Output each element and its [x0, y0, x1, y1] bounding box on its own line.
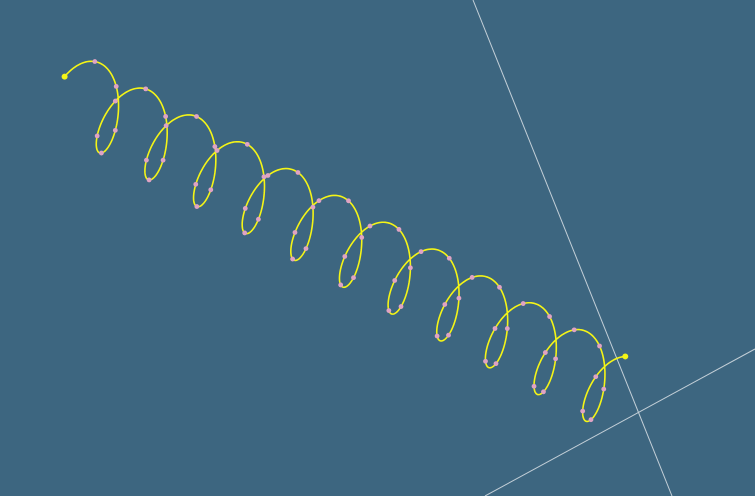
control-point[interactable] — [396, 227, 402, 232]
control-point[interactable] — [520, 301, 526, 306]
curve-start-point[interactable] — [61, 73, 68, 80]
control-point[interactable] — [493, 361, 499, 367]
control-point[interactable] — [310, 204, 316, 210]
control-point[interactable] — [588, 417, 594, 423]
control-point[interactable] — [261, 174, 267, 180]
control-point[interactable] — [193, 181, 199, 187]
control-point[interactable] — [446, 255, 452, 261]
control-point[interactable] — [553, 356, 558, 362]
control-point[interactable] — [492, 326, 498, 331]
axis-line-horizontal — [484, 348, 755, 496]
control-point[interactable] — [580, 408, 586, 414]
control-point[interactable] — [392, 278, 398, 283]
control-point[interactable] — [208, 187, 214, 193]
control-point[interactable] — [351, 275, 356, 281]
control-point[interactable] — [446, 332, 451, 338]
control-point[interactable] — [483, 358, 488, 364]
control-point[interactable] — [113, 83, 119, 89]
control-point[interactable] — [442, 302, 448, 307]
control-point[interactable] — [212, 144, 218, 149]
control-point[interactable] — [112, 127, 118, 133]
control-point[interactable] — [292, 230, 298, 235]
control-point[interactable] — [290, 256, 296, 262]
control-point[interactable] — [163, 114, 169, 119]
control-point[interactable] — [295, 170, 301, 175]
control-point[interactable] — [367, 223, 373, 229]
control-point[interactable] — [242, 230, 248, 236]
control-point[interactable] — [531, 383, 537, 389]
control-point[interactable] — [434, 333, 440, 339]
control-point[interactable] — [112, 98, 118, 104]
control-point[interactable] — [244, 141, 250, 147]
control-point[interactable] — [194, 204, 200, 209]
control-point[interactable] — [99, 150, 104, 156]
control-point[interactable] — [92, 59, 98, 64]
control-point[interactable] — [571, 327, 577, 333]
control-point[interactable] — [94, 133, 100, 139]
control-point[interactable] — [541, 389, 546, 395]
control-point[interactable] — [163, 123, 169, 129]
control-point[interactable] — [143, 86, 149, 92]
curve-end-point[interactable] — [622, 353, 629, 360]
control-point[interactable] — [547, 314, 552, 319]
control-point[interactable] — [542, 350, 548, 355]
control-point[interactable] — [194, 114, 199, 119]
control-point[interactable] — [386, 308, 392, 314]
control-point[interactable] — [303, 246, 309, 252]
control-point[interactable] — [144, 157, 149, 163]
control-point[interactable] — [342, 254, 348, 259]
control-point[interactable] — [504, 326, 510, 331]
control-point[interactable] — [593, 374, 599, 380]
control-point[interactable] — [497, 284, 502, 290]
control-point[interactable] — [456, 295, 462, 301]
axis-lines — [472, 0, 755, 496]
control-point[interactable] — [359, 235, 365, 240]
control-point[interactable] — [256, 216, 261, 222]
control-point[interactable] — [346, 198, 351, 204]
control-point[interactable] — [398, 304, 404, 309]
control-points-group[interactable] — [92, 59, 607, 423]
curve-endpoints-group[interactable] — [61, 73, 629, 360]
control-point[interactable] — [601, 386, 607, 392]
control-point[interactable] — [407, 265, 413, 271]
control-point[interactable] — [160, 157, 166, 163]
control-point[interactable] — [316, 198, 322, 204]
control-point[interactable] — [338, 282, 344, 288]
control-point[interactable] — [597, 343, 602, 349]
control-point[interactable] — [265, 173, 271, 178]
control-point[interactable] — [418, 249, 424, 255]
control-point[interactable] — [146, 177, 152, 183]
control-point[interactable] — [242, 206, 248, 211]
control-point[interactable] — [214, 148, 220, 153]
control-point[interactable] — [469, 275, 475, 280]
axis-line-vertical — [472, 0, 673, 496]
